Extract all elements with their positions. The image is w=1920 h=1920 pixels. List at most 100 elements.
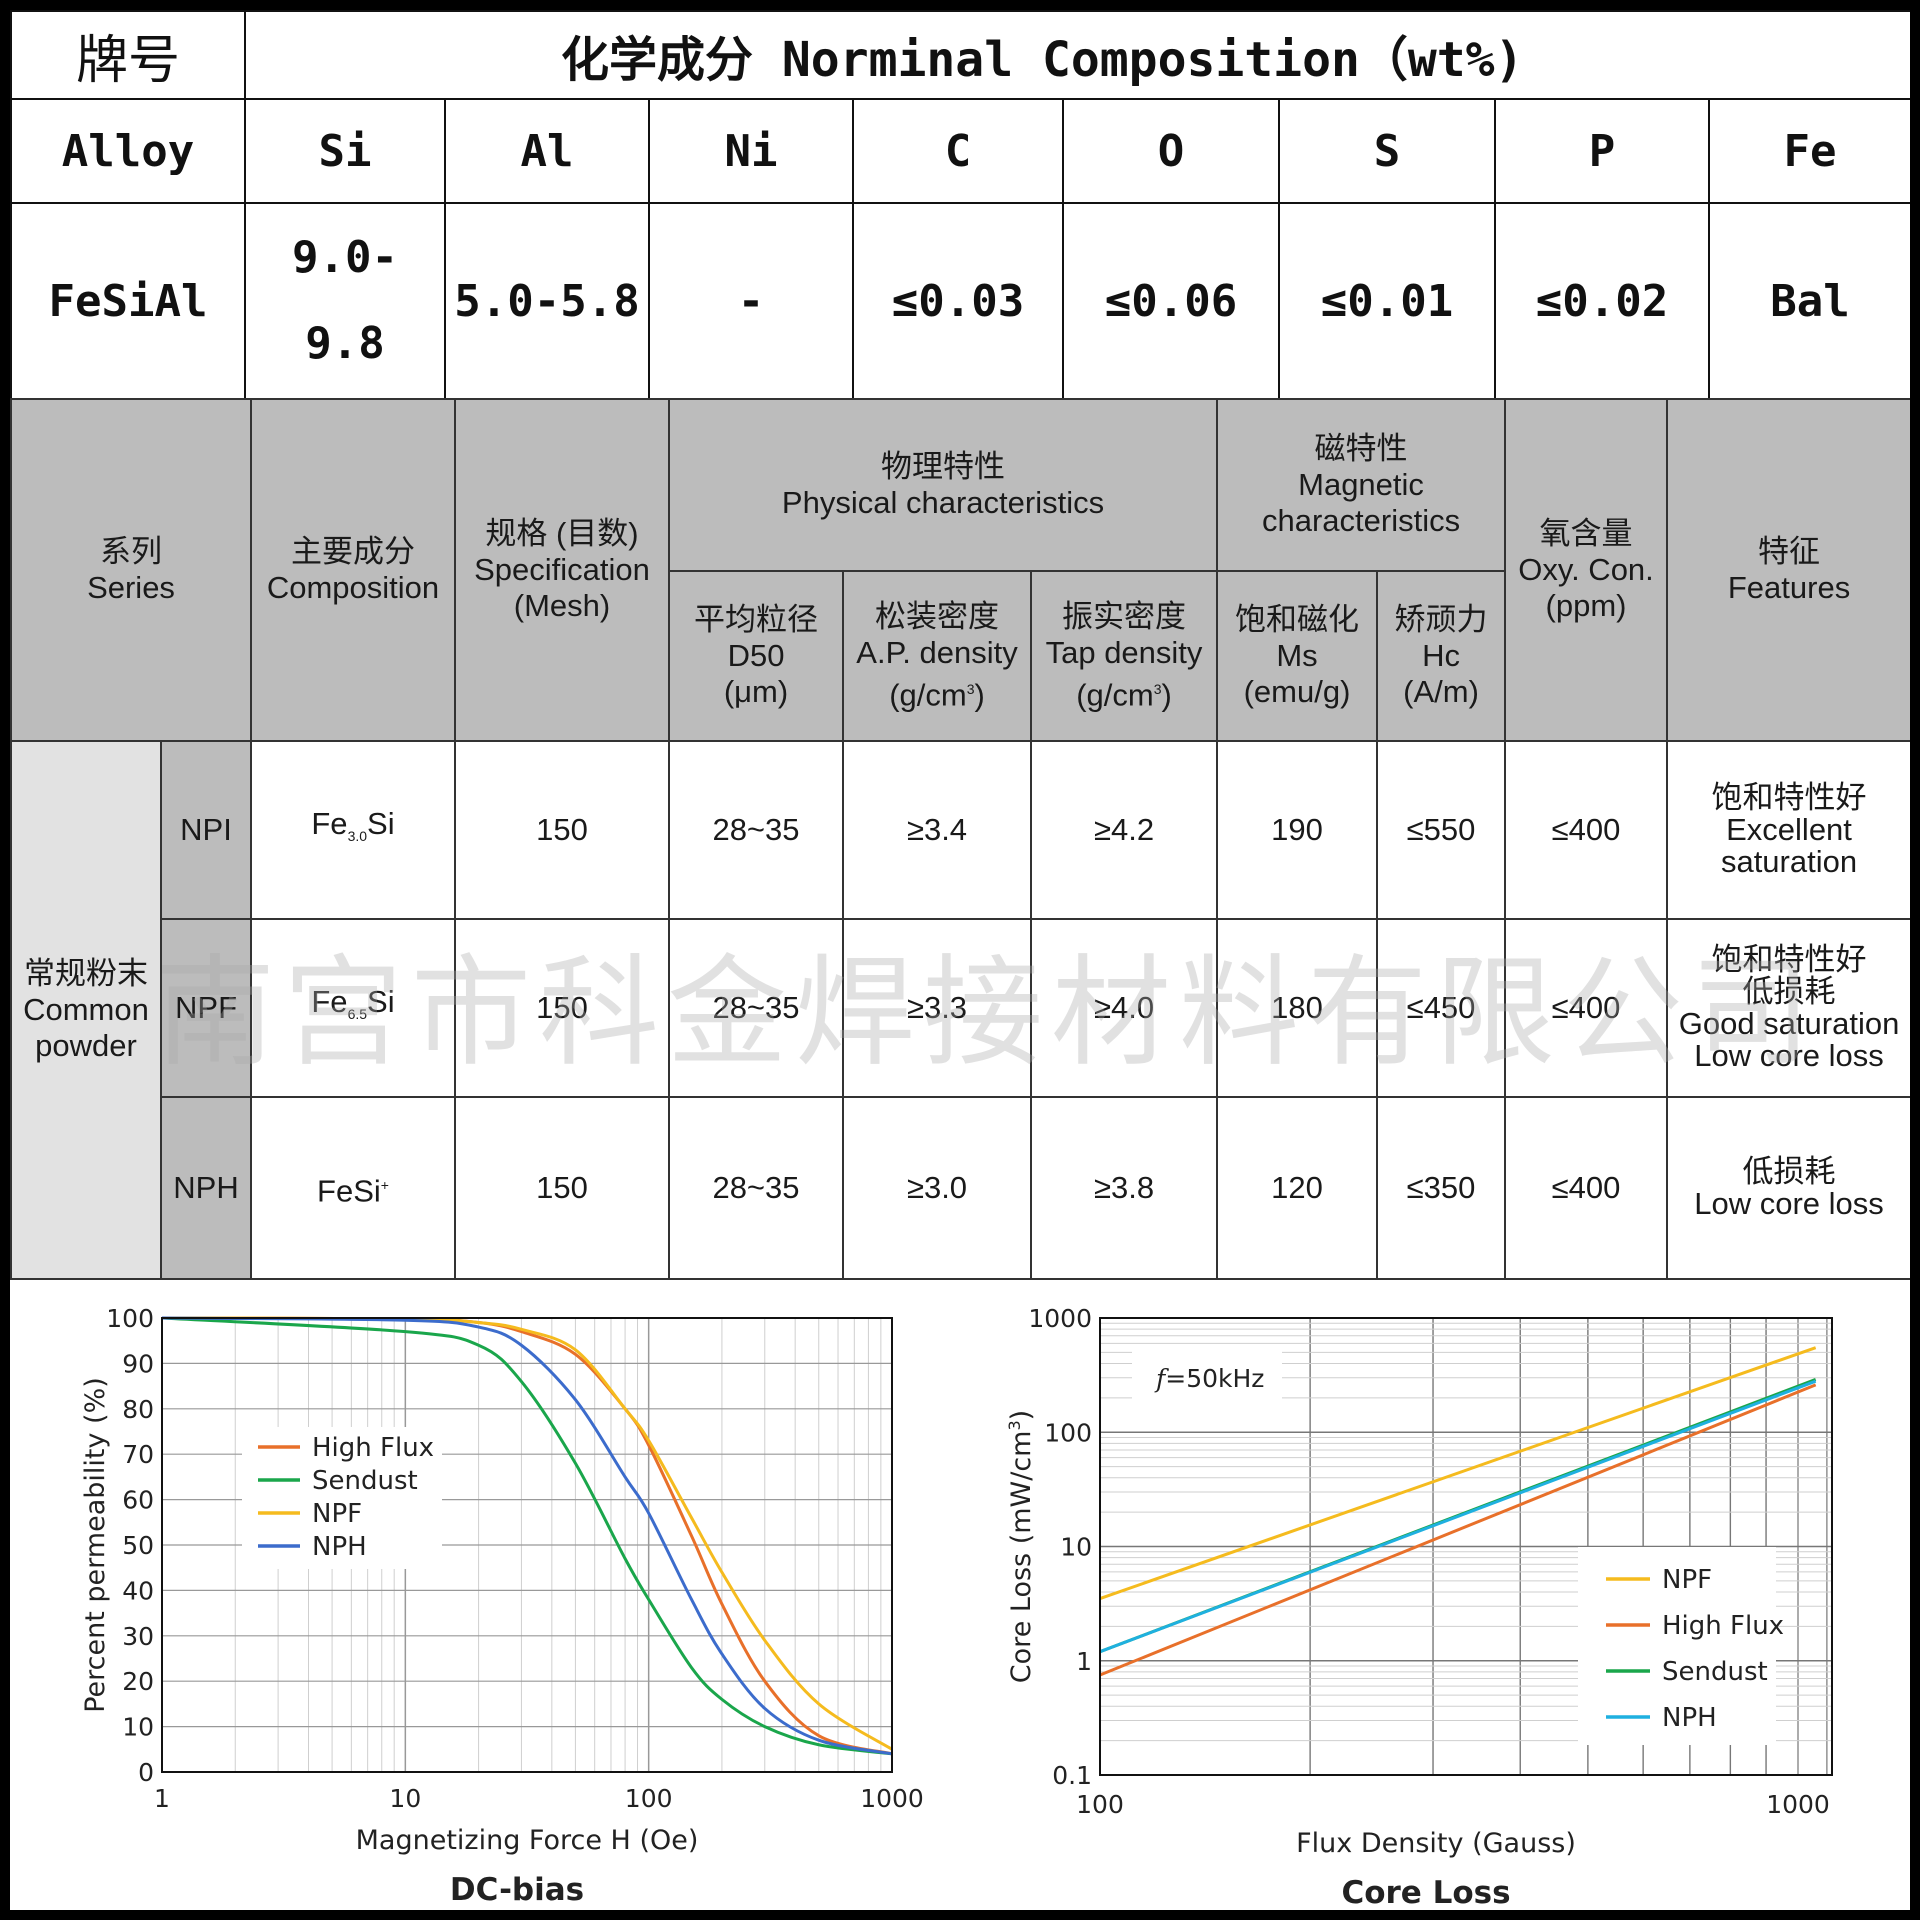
row-d50: 28~35 — [668, 918, 844, 1098]
header-spec-cn: 规格 (目数) — [485, 516, 639, 551]
header-fe: Fe — [1707, 98, 1910, 204]
header-si: Si — [244, 98, 446, 204]
header-comp-cn: 主要成分 — [291, 534, 415, 569]
cell-si: 9.0- 9.8 — [244, 202, 446, 400]
row-ap: ≥3.3 — [842, 918, 1032, 1098]
cell-al: 5.0-5.8 — [444, 202, 650, 400]
header-tap-unit: (g/cm3) — [1033, 671, 1215, 713]
legend-label: Sendust — [312, 1466, 418, 1496]
annotation-symbol: f — [1154, 1364, 1169, 1393]
row-ms: 180 — [1216, 918, 1379, 1098]
series-line-npf — [161, 1316, 893, 1751]
header-tap-density: 振实密度 Tap density (g/cm3) — [1029, 570, 1219, 742]
row-comp-sub: 3.0 — [347, 828, 368, 845]
row-hc: ≤450 — [1376, 918, 1507, 1098]
header-hc-unit: (A/m) — [1403, 674, 1479, 709]
y-axis-label-sup: 3 — [1005, 1420, 1024, 1430]
row-ap: ≥3.0 — [842, 1096, 1032, 1280]
legend-label: NPF — [1662, 1565, 1712, 1595]
row-feat-cn: 低损耗 — [1742, 1154, 1836, 1189]
cell-alloy: FeSiAl — [10, 202, 246, 400]
y-tick-label: 100 — [1044, 1418, 1092, 1447]
frequency-annotation: f=50kHz — [1154, 1364, 1264, 1393]
cell-p: ≤0.02 — [1494, 202, 1710, 400]
header-ap-en: A.P. density — [856, 634, 1018, 670]
header-tap-cn: 振实密度 — [1062, 598, 1186, 634]
row-spec: 150 — [454, 918, 670, 1098]
header-p: P — [1494, 98, 1710, 204]
annotation-box — [1132, 1347, 1282, 1402]
row-ap: ≥3.4 — [842, 740, 1032, 920]
y-tick-label: 100 — [106, 1304, 154, 1333]
properties-table: 系列 Series 主要成分 Composition 规格 (目数) Speci… — [10, 398, 1910, 1280]
y-tick-label: 10 — [122, 1713, 154, 1742]
series-line-high-flux — [1099, 1383, 1817, 1677]
header-spec-en: Specification — [474, 552, 650, 587]
row-features: 饱和特性好 Excellent saturation — [1666, 740, 1910, 920]
watermark: 南宫市科金焊接材料有限公司 — [155, 944, 1819, 1083]
y-tick-label: 0.1 — [1052, 1761, 1092, 1790]
row-tap: ≥4.0 — [1029, 918, 1219, 1098]
x-tick-label: 100 — [625, 1784, 673, 1813]
row-d50: 28~35 — [668, 740, 844, 920]
row-ms: 120 — [1216, 1096, 1379, 1280]
row-spec: 150 — [454, 1096, 670, 1280]
y-axis-label-end: ) — [1006, 1410, 1037, 1421]
plot-frame — [1099, 1317, 1833, 1776]
y-tick-label: 20 — [122, 1667, 154, 1696]
row-hc: ≤350 — [1376, 1096, 1507, 1280]
row-grade: NPH — [160, 1096, 252, 1280]
row-feat-en2: Low core loss — [1694, 1038, 1884, 1073]
header-specification: 规格 (目数) Specification (Mesh) — [454, 398, 670, 742]
series-group-en1: Common — [23, 992, 149, 1027]
cell-si-line1: 9.0- — [292, 232, 398, 283]
header-al: Al — [444, 98, 650, 204]
header-comp-en: Composition — [266, 570, 440, 605]
header-series: 系列 Series — [10, 398, 252, 742]
series-group: 常规粉末 Common powder — [10, 740, 162, 1280]
y-tick-label: 60 — [122, 1486, 154, 1515]
header-ms-en: Ms — [1276, 638, 1318, 673]
header-mag-cn: 磁特性 — [1314, 431, 1408, 466]
cell-c: ≤0.03 — [852, 202, 1064, 400]
row-grade: NPI — [160, 740, 252, 920]
row-features: 低损耗 Low core loss — [1666, 1096, 1910, 1280]
row-comp-base: Fe — [311, 805, 348, 841]
page: 牌号 化学成分 Norminal Composition（wt%) Alloy … — [10, 10, 1910, 1910]
row-oxy: ≤400 — [1504, 1096, 1669, 1280]
row-feat-en1: Low core loss — [1694, 1186, 1884, 1221]
y-tick-label: 30 — [122, 1622, 154, 1651]
header-series-cn: 系列 — [100, 534, 162, 569]
legend-label: High Flux — [312, 1433, 434, 1463]
row-feat-cn2: 低损耗 — [1742, 974, 1836, 1009]
row-grade: NPF — [160, 918, 252, 1098]
x-tick-label: 10 — [389, 1784, 421, 1813]
header-magnetic: 磁特性 Magnetic characteristics — [1216, 398, 1507, 572]
row-tap: ≥3.8 — [1029, 1096, 1219, 1280]
row-oxy: ≤400 — [1504, 740, 1669, 920]
annotation-value: =50kHz — [1165, 1364, 1264, 1393]
cell-ni: - — [648, 202, 854, 400]
legend-label: NPF — [312, 1499, 362, 1529]
composition-title: 化学成分 Norminal Composition（wt%) — [243, 10, 1910, 100]
x-tick-label: 1000 — [860, 1784, 924, 1813]
series-group-cn: 常规粉末 — [24, 956, 148, 991]
core-loss-chart: f=50kHz 0.1 1 10 100 1000 100 1000 Flux Density … — [1005, 1304, 1833, 1910]
plot-frame — [161, 1317, 893, 1773]
cell-si-line2: 9.8 — [305, 318, 385, 369]
row-spec: 150 — [454, 740, 670, 920]
header-oxygen: 氧含量 Oxy. Con. (ppm) — [1504, 398, 1669, 742]
header-oxy-cn: 氧含量 — [1539, 516, 1633, 551]
chart-title: DC-bias — [450, 1872, 584, 1908]
header-mag-en2: characteristics — [1261, 503, 1461, 538]
header-feat-en: Features — [1727, 570, 1851, 605]
cell-o: ≤0.06 — [1062, 202, 1280, 400]
row-feat-cn: 饱和特性好 — [1711, 942, 1867, 977]
y-tick-label: 0 — [138, 1758, 154, 1787]
row-comp-sup: + — [380, 1176, 389, 1193]
header-physical: 物理特性 Physical characteristics — [667, 398, 1219, 572]
row-comp-tail: Si — [367, 983, 395, 1019]
x-axis-label: Flux Density (Gauss) — [1296, 1828, 1576, 1859]
legend-label: NPH — [312, 1532, 367, 1562]
